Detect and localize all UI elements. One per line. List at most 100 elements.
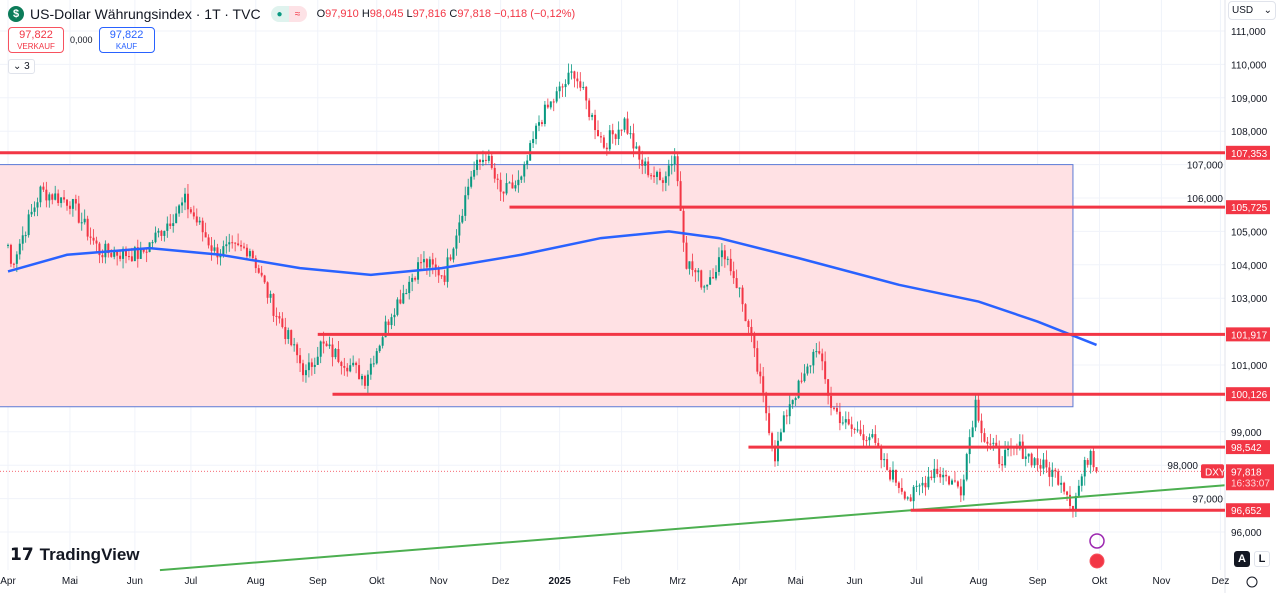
candle-body <box>880 446 883 461</box>
candle <box>602 134 605 150</box>
candle-body <box>201 220 204 233</box>
event-lightning-icon[interactable] <box>1089 533 1105 549</box>
candle-body <box>688 261 691 269</box>
candle-body <box>762 376 765 393</box>
candle-body <box>263 275 266 283</box>
candle <box>92 229 95 245</box>
candle-body <box>1057 471 1060 485</box>
candle <box>815 342 818 358</box>
auto-scale-button[interactable]: A <box>1234 551 1250 567</box>
candle-body <box>245 247 248 257</box>
candle <box>656 170 658 185</box>
log-scale-button[interactable]: L <box>1254 551 1270 567</box>
candle-body <box>304 370 307 376</box>
candle-body <box>965 454 968 480</box>
level-price-tag <box>1226 503 1270 518</box>
candle <box>830 386 833 416</box>
candle <box>490 151 493 170</box>
candle <box>768 405 771 436</box>
candle-body <box>874 434 877 443</box>
candle-body <box>800 380 803 382</box>
candle <box>847 411 850 426</box>
candle-body <box>942 474 945 478</box>
candle-body <box>897 482 900 488</box>
candle <box>558 81 561 99</box>
candle <box>953 471 956 483</box>
candle <box>440 275 443 279</box>
time-tick-label: Nov <box>1153 576 1171 587</box>
candle-body <box>33 207 36 212</box>
time-tick-label: Nov <box>430 576 448 587</box>
us-flag-event-icon[interactable] <box>1089 553 1105 569</box>
candle-body <box>552 101 555 103</box>
buy-button[interactable]: 97,822 KAUF <box>98 27 155 53</box>
status-pills[interactable]: ● ≈ <box>270 6 307 22</box>
candle-body <box>608 130 611 150</box>
candle-body <box>234 242 237 244</box>
candle-body <box>998 448 1001 465</box>
tradingview-logo[interactable]: 𝟭𝟳 TradingView <box>10 545 140 564</box>
candle-body <box>945 474 948 477</box>
candle-body <box>27 214 30 236</box>
candle <box>160 229 163 241</box>
candle-body <box>1024 456 1027 459</box>
candle-body <box>496 178 499 180</box>
candle <box>1089 449 1092 474</box>
candle-body <box>464 195 467 216</box>
candle-body <box>411 277 414 282</box>
candle-body <box>151 242 154 244</box>
sell-button[interactable]: 97,822 VERKAUF <box>8 27 64 53</box>
candle-body <box>307 362 310 371</box>
candle-body <box>703 286 706 288</box>
candle <box>538 115 540 132</box>
candle-body <box>995 442 998 449</box>
candle-body <box>523 164 526 177</box>
candle-body <box>759 371 762 377</box>
candle-body <box>18 243 21 255</box>
symbol-title[interactable]: US-Dollar Währungsindex · 1T · TVC <box>30 6 261 22</box>
candle <box>712 268 715 279</box>
candle-body <box>83 218 86 223</box>
candle <box>723 244 726 268</box>
candle-body <box>962 479 965 496</box>
currency-select[interactable]: USD ⌄ <box>1228 1 1276 20</box>
candle-body <box>726 258 729 260</box>
candle-body <box>302 363 304 376</box>
candle-body <box>653 175 656 177</box>
candle-body <box>473 169 476 177</box>
candle <box>136 239 139 268</box>
time-tick-label: Okt <box>1092 576 1108 587</box>
candle-body <box>765 392 768 414</box>
candle-body <box>594 114 597 131</box>
candle-body <box>184 193 186 203</box>
candle <box>243 242 245 250</box>
candle-body <box>514 185 517 189</box>
indicators-toggle[interactable]: ⌄ 3 <box>8 59 35 74</box>
candle-body <box>12 263 15 265</box>
candle-body <box>387 321 390 326</box>
candle-body <box>195 216 198 223</box>
candle <box>567 63 570 86</box>
candle-body <box>361 375 363 380</box>
candle <box>245 244 248 259</box>
candle-body <box>623 118 626 130</box>
candle <box>278 312 281 324</box>
candle-body <box>977 399 980 421</box>
candle <box>608 125 611 152</box>
candle-body <box>346 367 349 372</box>
candle-body <box>133 247 136 262</box>
candle-body <box>833 407 835 409</box>
candle-body <box>352 362 355 366</box>
candle <box>776 431 779 466</box>
candle <box>688 261 691 275</box>
candle <box>181 197 184 214</box>
candle-body <box>520 176 523 180</box>
price-tick-label: 108,000 <box>1231 127 1268 138</box>
candle <box>496 173 499 190</box>
candle-body <box>992 442 995 444</box>
candle <box>706 284 709 290</box>
candle-body <box>856 429 859 431</box>
candle <box>697 268 700 282</box>
price-tick-label: 99,000 <box>1231 428 1262 439</box>
